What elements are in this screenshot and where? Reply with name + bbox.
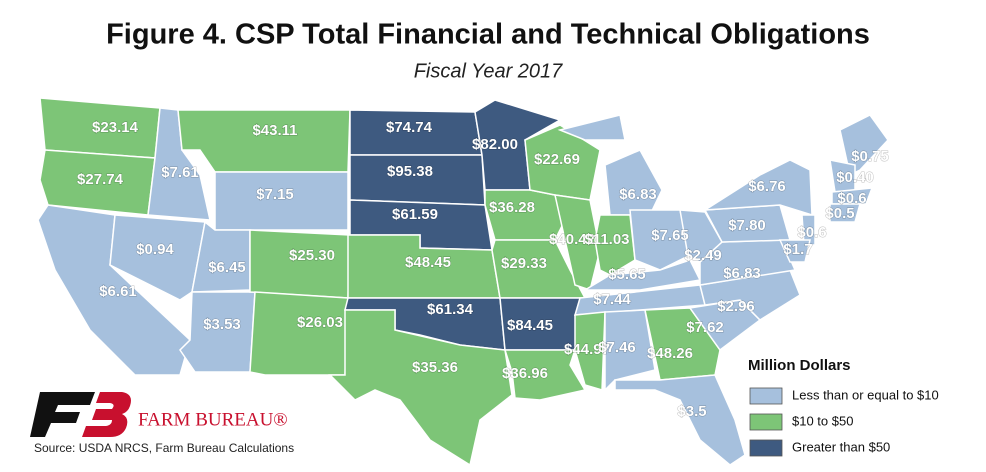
state — [604, 309, 656, 392]
state-map: $23.14 $27.74 $6.61 $7.61 $0.94 $43.11 $7.15 $6… — [37, 97, 889, 467]
state — [614, 374, 746, 466]
state — [778, 239, 811, 263]
state-value-label: $29.33 — [501, 255, 547, 272]
logo-text: FARM BUREAU® — [138, 409, 288, 430]
state — [503, 349, 587, 401]
state-value-label: $43.11 — [252, 122, 297, 139]
state-value-label: $0.40 — [836, 169, 874, 186]
title: Figure 4. CSP Total Financial and Techni… — [106, 19, 870, 51]
state — [831, 187, 874, 205]
logo-mark — [30, 392, 95, 437]
subtitle: Fiscal Year 2017 — [414, 60, 563, 82]
state — [679, 209, 723, 263]
state-value-label: $36.28 — [489, 199, 535, 216]
state-value-label: $44.97 — [564, 341, 610, 358]
state-value-label: $48.26 — [647, 345, 693, 362]
state — [582, 259, 702, 291]
state — [629, 209, 691, 271]
state-value-label: $26.03 — [297, 314, 343, 331]
legend-swatch — [749, 439, 783, 457]
state-value-label: $2.96 — [717, 298, 755, 315]
legend: Million Dollars Less than or equal to $1… — [748, 357, 939, 457]
state-value-label: $6.61 — [99, 283, 137, 300]
state-value-label: $0.94 — [136, 241, 174, 258]
state-value-label: $11.03 — [584, 231, 629, 248]
state — [704, 159, 813, 217]
source: Source: USDA NRCS, Farm Bureau Calculati… — [34, 441, 294, 455]
state — [328, 309, 513, 467]
state-value-label: $7.61 — [161, 164, 199, 181]
state-value-label: $95.38 — [387, 163, 433, 180]
state — [801, 214, 816, 246]
state-value-label: $7.62 — [686, 319, 724, 336]
state-value-label: $74.74 — [386, 119, 433, 136]
state-value-label: $27.74 — [77, 171, 124, 188]
state-value-label: $36.96 — [502, 365, 548, 382]
legend-swatch — [749, 387, 783, 405]
state-value-label: $0.6 — [797, 224, 826, 241]
state-value-label: $1.7 — [783, 241, 812, 258]
logo: FARM BUREAU® — [30, 392, 288, 437]
state-value-label: $6.45 — [208, 259, 246, 276]
logo-mark — [82, 392, 131, 437]
legend-swatch — [749, 413, 783, 431]
state — [829, 203, 861, 223]
state-value-label: $5.65 — [608, 266, 646, 283]
state — [557, 114, 663, 216]
legend-label: $10 to $50 — [792, 413, 853, 428]
state-value-label: $7.44 — [593, 291, 631, 308]
state-value-label: $7.46 — [598, 339, 636, 356]
state — [214, 171, 349, 231]
state-value-label: $0.75 — [851, 148, 889, 165]
state-value-label: $6.76 — [748, 178, 786, 195]
state-value-label: $25.30 — [289, 247, 335, 264]
state-value-label: $7.80 — [728, 217, 766, 234]
state — [177, 109, 351, 173]
state-value-label: $84.45 — [507, 317, 553, 334]
legend-label: Greater than $50 — [792, 439, 890, 454]
state-value-label: $82.00 — [472, 136, 518, 153]
state — [109, 214, 206, 301]
state-value-label: $7.65 — [651, 227, 689, 244]
state — [644, 307, 721, 381]
state-value-label: $61.34 — [427, 301, 474, 318]
state-value-label: $0.5 — [825, 205, 854, 222]
state-value-label: $0.6 — [837, 190, 866, 207]
state-value-label: $7.15 — [256, 186, 294, 203]
state-value-label: $22.69 — [534, 151, 580, 168]
state-value-label: $3.5 — [677, 403, 706, 420]
state — [249, 229, 351, 299]
state-value-label: $6.83 — [723, 265, 761, 282]
state-value-label: $48.45 — [405, 254, 451, 271]
state-value-label: $61.59 — [392, 206, 438, 223]
state-value-label: $23.14 — [92, 119, 139, 136]
state — [39, 149, 156, 216]
legend-label: Less than or equal to $10 — [792, 387, 939, 402]
state — [574, 311, 606, 391]
state-value-label: $40.42 — [549, 231, 595, 248]
state-value-label: $2.49 — [684, 247, 722, 264]
state-value-label: $6.83 — [619, 186, 657, 203]
state — [249, 291, 349, 376]
legend-title: Million Dollars — [748, 357, 851, 374]
state-value-label: $3.53 — [203, 316, 241, 333]
state-value-label: $35.36 — [412, 359, 458, 376]
